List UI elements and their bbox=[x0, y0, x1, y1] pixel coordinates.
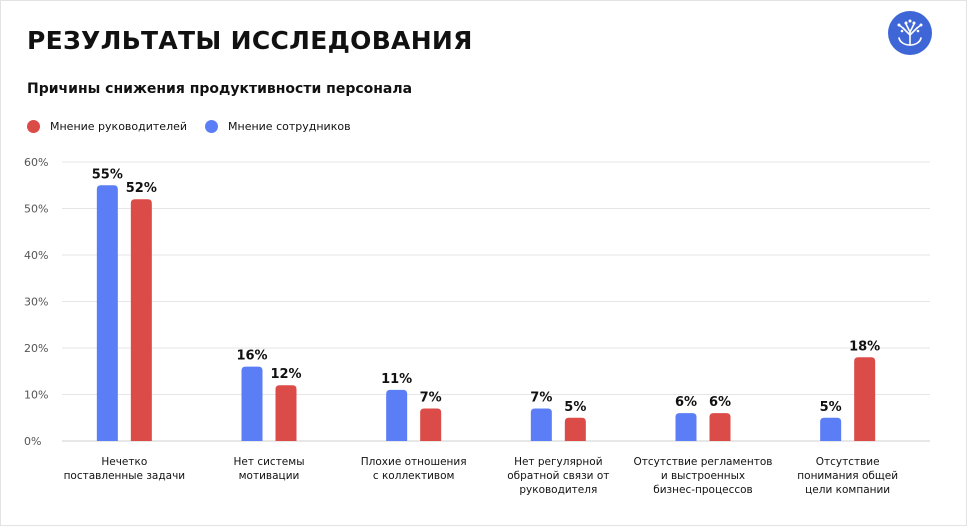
data-label: 52% bbox=[126, 181, 157, 196]
legend-item-employees: Мнение сотрудников bbox=[205, 119, 351, 133]
x-tick-label-line: обратной связи от bbox=[507, 470, 610, 482]
x-tick-label: Нет системы мотивации bbox=[194, 455, 344, 483]
data-label: 6% bbox=[709, 395, 731, 410]
x-tick-label-line: мотивации bbox=[238, 470, 300, 482]
x-tick-label-line: цели компании bbox=[805, 484, 891, 496]
data-label: 7% bbox=[420, 390, 442, 405]
tree-logo-icon bbox=[888, 11, 932, 55]
x-tick-label-line: Плохие отношения bbox=[360, 456, 467, 468]
y-tick-label: 30% bbox=[24, 296, 48, 309]
bar bbox=[386, 389, 408, 441]
bar bbox=[709, 413, 731, 441]
data-label: 18% bbox=[849, 339, 880, 354]
y-tick-label: 60% bbox=[24, 156, 48, 169]
legend-dot-employees bbox=[205, 119, 219, 133]
x-tick-label-line: поставленные задачи bbox=[63, 470, 186, 482]
legend-item-managers: Мнение руководителей bbox=[27, 119, 188, 133]
x-tick-label-line: понимания общей bbox=[797, 470, 899, 482]
data-label: 7% bbox=[530, 390, 552, 405]
x-tick-label: Плохие отношения с коллективом bbox=[339, 455, 489, 483]
x-tick-label: Отсутствие регламентов и выстроенных бизне… bbox=[628, 455, 778, 497]
x-tick-label-line: и выстроенных bbox=[660, 470, 746, 482]
x-tick-label-line: с коллективом bbox=[372, 470, 455, 482]
legend-label-managers: Мнение руководителей bbox=[50, 119, 188, 133]
data-label: 12% bbox=[270, 367, 301, 382]
x-tick-label-line: Нечетко bbox=[101, 456, 148, 468]
bar bbox=[130, 199, 152, 441]
data-label: 5% bbox=[564, 400, 586, 415]
chart-title: Причины снижения продуктивности персонал… bbox=[27, 81, 413, 97]
y-tick-label: 50% bbox=[24, 203, 48, 216]
data-label: 16% bbox=[236, 349, 267, 364]
bar bbox=[820, 417, 842, 441]
legend-dot-managers bbox=[27, 119, 40, 133]
bar bbox=[564, 417, 586, 441]
bar bbox=[241, 366, 263, 441]
bar bbox=[275, 385, 297, 441]
page-title: РЕЗУЛЬТАТЫ ИССЛЕДОВАНИЯ bbox=[27, 26, 473, 55]
x-tick-label-line: Отсутствие bbox=[815, 456, 880, 468]
x-tick-label-line: Нет регулярной bbox=[514, 456, 603, 468]
data-label: 11% bbox=[381, 372, 412, 387]
x-tick-label: Нечетко поставленные задачи bbox=[49, 455, 199, 483]
legend-label-employees: Мнение сотрудников bbox=[228, 119, 351, 133]
bar bbox=[854, 357, 876, 441]
x-tick-label: Отсутствие понимания общей цели компании bbox=[773, 455, 923, 497]
bar bbox=[530, 408, 552, 441]
y-tick-label: 0% bbox=[24, 435, 41, 448]
data-label: 5% bbox=[820, 400, 842, 415]
x-tick-label-line: руководителя bbox=[519, 484, 598, 496]
x-tick-label-line: бизнес-процессов bbox=[653, 484, 753, 496]
bar bbox=[420, 408, 442, 441]
data-label: 55% bbox=[92, 167, 123, 182]
data-label: 6% bbox=[675, 395, 697, 410]
x-tick-label-line: Отсутствие регламентов bbox=[633, 456, 773, 468]
bar bbox=[96, 185, 118, 441]
y-tick-label: 20% bbox=[24, 342, 48, 355]
y-tick-label: 40% bbox=[24, 249, 48, 262]
chart-legend: Мнение руководителей Мнение сотрудников bbox=[27, 117, 369, 135]
x-tick-label: Нет регулярной обратной связи от руководит… bbox=[483, 455, 633, 497]
x-tick-label-line: Нет системы bbox=[233, 456, 305, 468]
bar bbox=[675, 413, 697, 441]
y-tick-label: 10% bbox=[24, 389, 48, 402]
